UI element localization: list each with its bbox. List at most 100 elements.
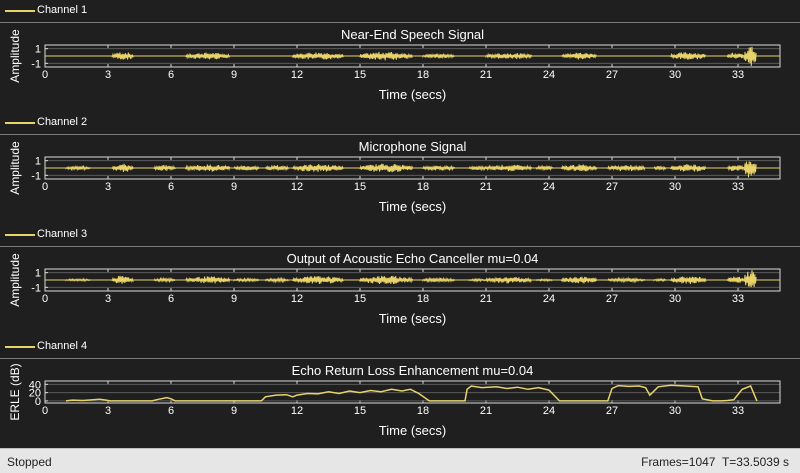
x-tick-label: 21 [480,69,492,81]
x-tick-label: 27 [606,405,618,417]
frame-readout: Frames=1047 T=33.5039 s [641,455,789,469]
x-tick-label: 27 [606,181,618,193]
x-tick-label: 9 [231,293,237,305]
x-tick-label: 30 [669,181,681,193]
legend-line-icon[interactable] [5,10,35,12]
signal-burst [727,164,745,172]
signal-burst [233,276,260,283]
signal-burst [65,164,91,172]
x-tick-label: 6 [168,69,174,81]
y-tick-label: 0 [35,396,41,408]
signal-burst [422,164,455,172]
x-tick-label: 15 [354,181,366,193]
x-tick-label: 9 [231,405,237,417]
x-tick-label: 24 [543,69,555,81]
signal-burst [727,276,745,283]
signal-burst [743,161,757,178]
x-axis-label: Time (secs) [379,199,446,214]
signal-burst [535,277,553,283]
y-axis-label: ERLE (dB) [8,363,22,420]
x-tick-label: 21 [480,181,492,193]
chart-erle[interactable]: Echo Return Loss Enhancement mu=0.04 ERLE… [0,336,800,448]
signal-burst [468,165,487,172]
chart-microphone-signal[interactable]: Microphone Signal Amplitude Time (secs) 0 3 6… [0,112,800,224]
signal-burst [422,52,455,60]
x-tick-label: 33 [732,293,744,305]
signal-burst [422,276,455,284]
signal-burst [292,52,344,60]
legend-label[interactable]: Channel 2 [37,116,88,128]
x-tick-label: 9 [231,69,237,81]
status-text: Stopped [7,455,52,469]
signal-burst [535,164,553,172]
x-tick-label: 15 [354,293,366,305]
chart-title: Microphone Signal [359,139,467,154]
chart-near-end-speech[interactable]: Near-End Speech Signal Amplitude Time (sec… [0,0,800,112]
signal-burst [233,164,260,172]
x-tick-label: 30 [669,69,681,81]
signal-burst [111,52,134,60]
y-tick-label: 40 [29,379,41,391]
legend-label[interactable]: Channel 1 [37,4,88,16]
x-tick-label: 12 [291,181,303,193]
chart-title: Near-End Speech Signal [341,27,484,42]
y-tick-label: -1 [31,282,41,294]
signal-burst [653,165,667,172]
signal-burst [485,276,532,284]
signal-burst [607,164,646,172]
x-tick-label: 0 [42,181,48,193]
signal-burst [485,164,532,172]
x-tick-label: 18 [417,405,429,417]
scope-panel-3: Channel 3 Output of Acoustic Echo Cancel… [0,224,800,336]
y-tick-label: 1 [35,156,41,168]
x-tick-label: 24 [543,181,555,193]
x-tick-label: 27 [606,69,618,81]
y-axis-label: Amplitude [8,29,22,83]
x-tick-label: 12 [291,293,303,305]
x-axis-label: Time (secs) [379,311,446,326]
x-tick-label: 6 [168,293,174,305]
x-tick-label: 27 [606,293,618,305]
y-tick-label: -1 [31,58,41,70]
legend-line-icon[interactable] [5,234,35,236]
x-tick-label: 30 [669,293,681,305]
chart-title: Echo Return Loss Enhancement mu=0.04 [292,363,534,378]
scope-panel-1: Channel 1 Near-End Speech Signal Amplitud… [0,0,800,112]
legend-line-icon[interactable] [5,122,35,124]
frames-count: Frames=1047 [641,455,716,469]
signal-burst [743,46,757,67]
x-tick-label: 15 [354,69,366,81]
y-axis-label: Amplitude [8,141,22,195]
x-tick-label: 6 [168,181,174,193]
signal-burst [111,163,134,172]
x-tick-label: 12 [291,405,303,417]
signal-burst [607,276,646,284]
signal-burst [359,51,413,61]
legend-line-icon[interactable] [5,346,35,348]
chart-aec-output[interactable]: Output of Acoustic Echo Canceller mu=0.0… [0,224,800,336]
x-tick-label: 18 [417,293,429,305]
signal-burst [561,164,598,172]
signal-burst [727,52,745,59]
x-axis-label: Time (secs) [379,423,446,438]
legend-label[interactable]: Channel 3 [37,228,88,240]
signal-burst [292,164,344,172]
y-tick-label: 1 [35,44,41,56]
sim-time: T=33.5039 s [721,455,789,469]
status-bar: Stopped Frames=1047 T=33.5039 s [0,448,800,473]
legend-bar: Channel 1 [0,0,800,23]
x-tick-label: 3 [105,293,111,305]
x-tick-label: 21 [480,293,492,305]
x-tick-label: 3 [105,69,111,81]
x-tick-label: 0 [42,405,48,417]
x-tick-label: 6 [168,405,174,417]
legend-label[interactable]: Channel 4 [37,340,88,352]
signal-burst [670,276,707,284]
x-tick-label: 30 [669,405,681,417]
x-tick-label: 0 [42,293,48,305]
axes-box [44,380,781,404]
y-tick-label: 20 [29,388,41,400]
y-tick-label: 1 [35,268,41,280]
signal-burst [359,275,413,284]
legend-bar: Channel 2 [0,112,800,135]
